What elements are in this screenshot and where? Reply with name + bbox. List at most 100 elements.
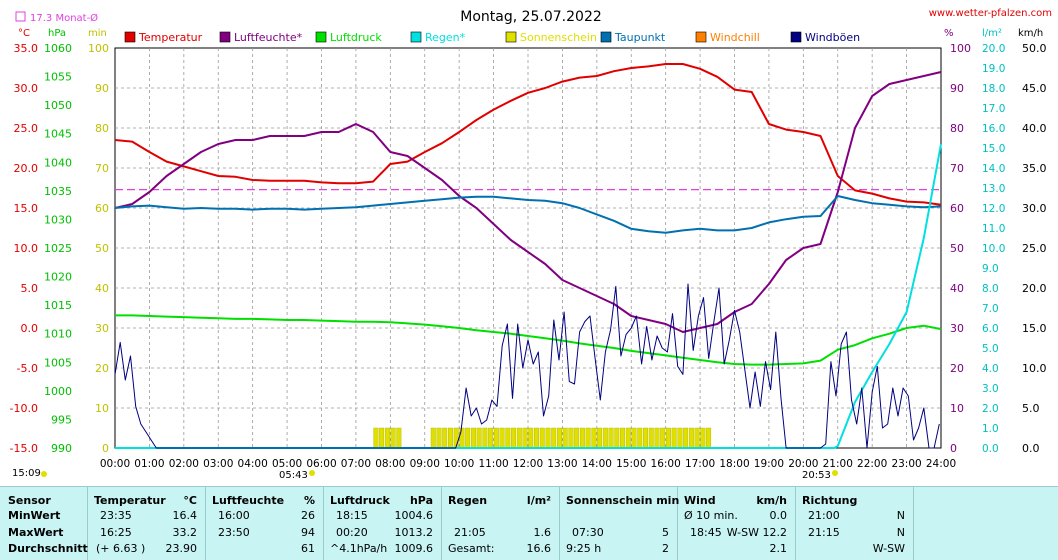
humidity-tick-label: 60 <box>950 202 964 215</box>
series-line-luftdruck <box>115 314 942 366</box>
minutes-tick-label: 90 <box>95 82 109 95</box>
pressure-tick-label: 1015 <box>44 299 72 312</box>
humidity-tick-label: 80 <box>950 122 964 135</box>
temperature-max-value: 33.2 <box>172 526 198 539</box>
direction-max-time: 21:15 <box>808 526 840 539</box>
x-tick-label: 06:00 <box>306 458 336 470</box>
rain-max-value: 1.6 <box>533 526 552 539</box>
wind-max-value: W-SW 12.2 <box>726 526 787 539</box>
legend-label: Regen* <box>425 31 466 44</box>
temp-tick-label: 0.0 <box>21 322 39 335</box>
summary-col-humidity: Luftfeuchte % 16:00 26 23:50 94 61 <box>206 487 324 560</box>
summary-col-sensor: Sensor MinWert MaxWert Durchschnitt <box>0 487 88 560</box>
humidity-tick-label: 100 <box>950 42 971 55</box>
sunshine-bar <box>568 427 574 449</box>
temp-tick-label: 5.0 <box>21 282 39 295</box>
sunshine-bar <box>556 427 562 449</box>
rain-tick-label: 13.0 <box>982 183 1005 195</box>
rain-axis-unit: l/m² <box>982 28 1002 39</box>
weather-chart: 35.0 30.0 25.0 20.0 15.0 10.0 5.0 0.0 -5.0 -10.0 -… <box>10 8 1052 481</box>
minutes-tick-label: 0 <box>102 442 109 455</box>
wind-tick-label: 50.0 <box>1022 42 1047 55</box>
minutes-tick-label: 40 <box>95 282 109 295</box>
temp-axis-unit: °C <box>18 28 30 39</box>
wind-tick-label: 30.0 <box>1022 202 1047 215</box>
x-tick-label: 04:00 <box>238 458 268 470</box>
series-line-windböen <box>114 283 940 449</box>
pressure-tick-label: 1050 <box>44 99 72 112</box>
rain-tick-label: 15.0 <box>982 143 1005 155</box>
series-line-luftfeuchte <box>114 71 942 333</box>
wind-axis-unit: km/h <box>1018 28 1043 39</box>
sunset-label: 20:53 <box>802 470 831 481</box>
sunshine-bar <box>447 427 453 449</box>
x-tick-label: 02:00 <box>169 458 199 470</box>
sun-max-value: 5 <box>662 526 669 539</box>
wind-tick-label: 35.0 <box>1022 162 1047 175</box>
rain-tick-label: 1.0 <box>982 423 999 435</box>
direction-max-value: N <box>896 526 905 539</box>
rain-tick-label: 0.0 <box>982 443 999 455</box>
temp-tick-label: 10.0 <box>14 242 39 255</box>
x-tick-label: 16:00 <box>651 458 681 470</box>
rain-tick-label: 10.0 <box>982 243 1005 255</box>
temp-tick-label: -15.0 <box>10 442 38 455</box>
sunshine-bar <box>488 427 494 449</box>
wind-tick-label: 25.0 <box>1022 242 1047 255</box>
series-line-temperatur <box>114 63 942 206</box>
temperature-max-time: 16:25 <box>100 526 132 539</box>
series-line-regen <box>115 143 942 449</box>
wind-min-value: 0.0 <box>769 509 788 522</box>
pressure-tick-label: 1000 <box>44 385 72 398</box>
sunshine-bar <box>608 427 614 449</box>
wind-avg-value: 2.1 <box>769 542 788 555</box>
rain-tick-label: 18.0 <box>982 83 1005 95</box>
summary-col-pressure: Luftdruck hPa 18:15 1004.6 00:20 1013.2 … <box>324 487 442 560</box>
minutes-tick-label: 100 <box>88 42 109 55</box>
rain-tick-label: 16.0 <box>982 123 1005 135</box>
legend-label: Taupunkt <box>614 31 666 44</box>
x-tick-label: 15:00 <box>616 458 646 470</box>
sunshine-bar <box>700 427 706 449</box>
rain-tick-label: 6.0 <box>982 323 999 335</box>
minutes-tick-label: 10 <box>95 402 109 415</box>
monthly-average-marker <box>15 11 26 22</box>
sunshine-bar <box>602 427 608 449</box>
sunshine-bar <box>470 427 476 449</box>
pressure-avg-value: 1009.6 <box>394 542 434 555</box>
sunshine-bar <box>482 427 488 449</box>
wind-header: Wind <box>684 494 716 507</box>
direction-header: Richtung <box>802 494 858 507</box>
legend-swatch <box>124 31 136 43</box>
rain-tick-label: 19.0 <box>982 63 1005 75</box>
source-link[interactable]: www.wetter-pfalzen.com <box>929 8 1052 19</box>
minutes-tick-label: 80 <box>95 122 109 135</box>
legend-swatch <box>505 31 517 43</box>
temperature-avg-extra: (+ 6.63 ) <box>96 542 146 555</box>
sunshine-bar <box>562 427 568 449</box>
summary-col-rain: Regen l/m² 21:05 1.6 Gesamt: 16.6 <box>442 487 560 560</box>
rain-total-value: 16.6 <box>526 542 552 555</box>
pressure-tick-label: 1030 <box>44 213 72 226</box>
wind-tick-label: 5.0 <box>1022 402 1040 415</box>
x-tick-label: 00:00 <box>100 458 130 470</box>
temp-tick-label: 30.0 <box>14 82 39 95</box>
pressure-max-value: 1013.2 <box>394 526 434 539</box>
sunshine-bar <box>706 427 712 449</box>
sunshine-bar <box>625 427 631 449</box>
wind-tick-label: 45.0 <box>1022 82 1047 95</box>
x-tick-label: 19:00 <box>754 458 784 470</box>
sunshine-bar <box>665 427 671 449</box>
sunshine-bar <box>459 427 465 449</box>
wind-unit: km/h <box>756 494 787 507</box>
sunshine-bar <box>671 427 677 449</box>
sunshine-bar <box>522 427 528 449</box>
minutes-tick-label: 60 <box>95 202 109 215</box>
monthly-average-label: 17.3 Monat-Ø <box>30 12 98 24</box>
rain-total-label: Gesamt: <box>448 542 495 555</box>
sunshine-bar <box>442 427 448 449</box>
sunshine-bar <box>396 427 402 449</box>
series-line-taupunkt <box>114 195 942 234</box>
x-tick-label: 18:00 <box>719 458 749 470</box>
sunshine-bar <box>574 427 580 449</box>
